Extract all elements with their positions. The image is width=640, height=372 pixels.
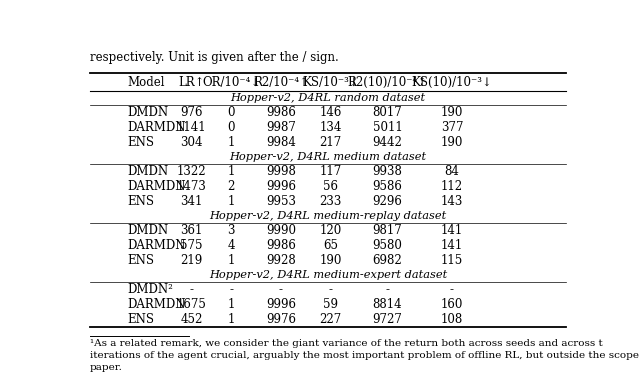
Text: 112: 112: [441, 180, 463, 193]
Text: 9442: 9442: [372, 136, 403, 149]
Text: 141: 141: [441, 239, 463, 252]
Text: DMDN²: DMDN²: [127, 283, 173, 296]
Text: 160: 160: [441, 298, 463, 311]
Text: paper.: paper.: [90, 363, 123, 372]
Text: 84: 84: [445, 165, 460, 178]
Text: 8017: 8017: [372, 106, 403, 119]
Text: Hopper-v2, D4RL medium dataset: Hopper-v2, D4RL medium dataset: [229, 152, 427, 162]
Text: 575: 575: [180, 239, 203, 252]
Text: 108: 108: [441, 313, 463, 326]
Text: 377: 377: [441, 121, 463, 134]
Text: R2(10)/10⁻⁴↑: R2(10)/10⁻⁴↑: [348, 76, 428, 89]
Text: DMDN: DMDN: [127, 165, 168, 178]
Text: respectively. Unit is given after the / sign.: respectively. Unit is given after the / …: [90, 51, 339, 64]
Text: 4: 4: [228, 239, 235, 252]
Text: R2/10⁻⁴↑: R2/10⁻⁴↑: [253, 76, 309, 89]
Text: ENS: ENS: [127, 136, 154, 149]
Text: -: -: [328, 283, 333, 296]
Text: 9727: 9727: [372, 313, 403, 326]
Text: 9984: 9984: [266, 136, 296, 149]
Text: 3: 3: [228, 224, 235, 237]
Text: iterations of the agent crucial, arguably the most important problem of offline : iterations of the agent crucial, arguabl…: [90, 350, 639, 360]
Text: 134: 134: [319, 121, 342, 134]
Text: 1675: 1675: [177, 298, 207, 311]
Text: 9987: 9987: [266, 121, 296, 134]
Text: -: -: [450, 283, 454, 296]
Text: -: -: [385, 283, 390, 296]
Text: OR/10⁻⁴↓: OR/10⁻⁴↓: [202, 76, 260, 89]
Text: 217: 217: [319, 136, 342, 149]
Text: -: -: [279, 283, 283, 296]
Text: 5011: 5011: [372, 121, 403, 134]
Text: 227: 227: [319, 313, 342, 326]
Text: ¹As a related remark, we consider the giant variance of the return both across s: ¹As a related remark, we consider the gi…: [90, 339, 603, 347]
Text: 1: 1: [228, 313, 235, 326]
Text: 361: 361: [180, 224, 203, 237]
Text: 190: 190: [441, 136, 463, 149]
Text: 1322: 1322: [177, 165, 207, 178]
Text: 1: 1: [228, 136, 235, 149]
Text: 65: 65: [323, 239, 338, 252]
Text: 115: 115: [441, 254, 463, 267]
Text: 233: 233: [319, 195, 342, 208]
Text: -: -: [189, 283, 194, 296]
Text: ENS: ENS: [127, 313, 154, 326]
Text: -: -: [229, 283, 234, 296]
Text: Model: Model: [127, 76, 164, 89]
Text: 1: 1: [228, 195, 235, 208]
Text: 1: 1: [228, 298, 235, 311]
Text: 9986: 9986: [266, 239, 296, 252]
Text: 9586: 9586: [372, 180, 403, 193]
Text: 452: 452: [180, 313, 203, 326]
Text: 56: 56: [323, 180, 338, 193]
Text: 1: 1: [228, 165, 235, 178]
Text: 9990: 9990: [266, 224, 296, 237]
Text: DARMDN: DARMDN: [127, 180, 186, 193]
Text: DMDN: DMDN: [127, 106, 168, 119]
Text: 9996: 9996: [266, 298, 296, 311]
Text: 9996: 9996: [266, 180, 296, 193]
Text: 8814: 8814: [372, 298, 403, 311]
Text: 120: 120: [319, 224, 342, 237]
Text: 1: 1: [228, 254, 235, 267]
Text: 304: 304: [180, 136, 203, 149]
Text: 976: 976: [180, 106, 203, 119]
Text: LR↑: LR↑: [179, 76, 205, 89]
Text: 190: 190: [441, 106, 463, 119]
Text: DARMDN: DARMDN: [127, 239, 186, 252]
Text: 9986: 9986: [266, 106, 296, 119]
Text: 1141: 1141: [177, 121, 207, 134]
Text: 9817: 9817: [372, 224, 403, 237]
Text: Hopper-v2, D4RL medium-replay dataset: Hopper-v2, D4RL medium-replay dataset: [209, 211, 447, 221]
Text: 190: 190: [319, 254, 342, 267]
Text: 0: 0: [228, 106, 235, 119]
Text: 117: 117: [319, 165, 342, 178]
Text: 141: 141: [441, 224, 463, 237]
Text: ENS: ENS: [127, 254, 154, 267]
Text: 9938: 9938: [372, 165, 403, 178]
Text: 341: 341: [180, 195, 203, 208]
Text: 146: 146: [319, 106, 342, 119]
Text: 1473: 1473: [177, 180, 207, 193]
Text: 9580: 9580: [372, 239, 403, 252]
Text: 9296: 9296: [372, 195, 403, 208]
Text: ENS: ENS: [127, 195, 154, 208]
Text: 0: 0: [228, 121, 235, 134]
Text: KS/10⁻³↓: KS/10⁻³↓: [302, 76, 359, 89]
Text: KS(10)/10⁻³↓: KS(10)/10⁻³↓: [412, 76, 492, 89]
Text: 6982: 6982: [372, 254, 403, 267]
Text: 2: 2: [228, 180, 235, 193]
Text: DARMDN: DARMDN: [127, 298, 186, 311]
Text: 9976: 9976: [266, 313, 296, 326]
Text: DARMDN: DARMDN: [127, 121, 186, 134]
Text: Hopper-v2, D4RL random dataset: Hopper-v2, D4RL random dataset: [230, 93, 426, 103]
Text: 143: 143: [441, 195, 463, 208]
Text: 9953: 9953: [266, 195, 296, 208]
Text: 9928: 9928: [266, 254, 296, 267]
Text: DMDN: DMDN: [127, 224, 168, 237]
Text: 59: 59: [323, 298, 338, 311]
Text: 219: 219: [180, 254, 203, 267]
Text: 9998: 9998: [266, 165, 296, 178]
Text: Hopper-v2, D4RL medium-expert dataset: Hopper-v2, D4RL medium-expert dataset: [209, 270, 447, 280]
